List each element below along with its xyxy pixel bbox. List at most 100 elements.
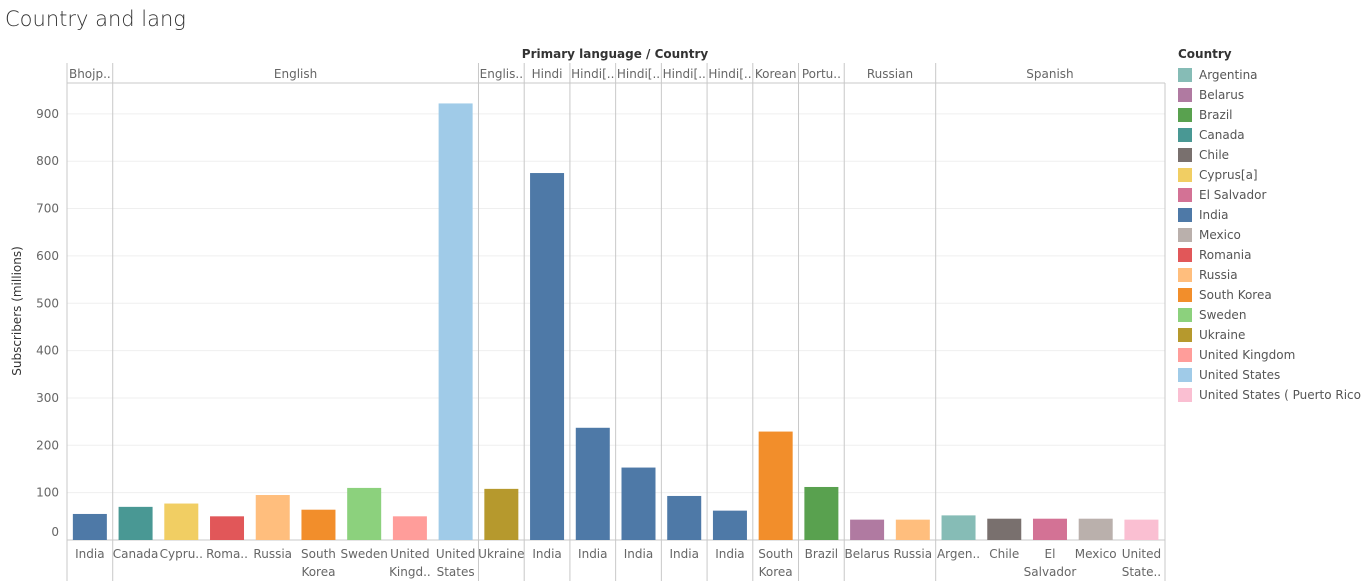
group-header-label: Bhojp.. xyxy=(69,67,111,81)
y-tick-label: 600 xyxy=(36,249,59,263)
legend-item[interactable]: Ukraine xyxy=(1178,325,1361,345)
bar[interactable] xyxy=(530,173,565,540)
legend-label: El Salvador xyxy=(1199,188,1267,202)
x-tick-label: Sweden xyxy=(340,547,387,561)
bar[interactable] xyxy=(118,506,153,540)
bar[interactable] xyxy=(575,427,610,540)
y-tick-label: 900 xyxy=(36,107,59,121)
legend-swatch xyxy=(1178,268,1192,282)
x-tick-label: Canada xyxy=(113,547,159,561)
legend-item[interactable]: United States ( Puerto Rico) xyxy=(1178,385,1361,405)
x-tick-label: United Kingd.. xyxy=(389,547,431,579)
legend-swatch xyxy=(1178,228,1192,242)
legend-item[interactable]: Chile xyxy=(1178,145,1361,165)
bar[interactable] xyxy=(987,518,1022,540)
legend-label: United States xyxy=(1199,368,1281,382)
y-tick-label: 400 xyxy=(36,344,59,358)
legend-swatch xyxy=(1178,168,1192,182)
x-tick-label: Argen.. xyxy=(937,547,980,561)
bar[interactable] xyxy=(895,519,930,540)
bar-chart: Primary language / Country Subscribers (… xyxy=(10,47,1166,581)
legend-swatch xyxy=(1178,188,1192,202)
x-tick-label: Mexico xyxy=(1075,547,1117,561)
legend-title: Country xyxy=(1178,47,1232,61)
group-header-label: Russian xyxy=(867,67,913,81)
bar[interactable] xyxy=(347,487,382,540)
bar[interactable] xyxy=(164,503,199,540)
y-axis-label: Subscribers (millions) xyxy=(10,246,24,376)
legend-item[interactable]: United States xyxy=(1178,365,1361,385)
legend-item[interactable]: Belarus xyxy=(1178,85,1361,105)
group-header-label: Hindi[.. xyxy=(663,67,706,81)
bar[interactable] xyxy=(712,510,747,540)
x-tick-label: India xyxy=(715,547,744,561)
legend-swatch xyxy=(1178,308,1192,322)
legend-label: Cyprus[a] xyxy=(1199,168,1258,182)
bar[interactable] xyxy=(1124,519,1159,540)
legend: Country Argentina Belarus Brazil Canada Chil… xyxy=(1178,47,1361,405)
group-header-label: Spanish xyxy=(1026,67,1073,81)
bar[interactable] xyxy=(804,486,839,540)
x-tick-label: Russia xyxy=(253,547,292,561)
legend-item[interactable]: El Salvador xyxy=(1178,185,1361,205)
legend-item[interactable]: Cyprus[a] xyxy=(1178,165,1361,185)
bar[interactable] xyxy=(1078,518,1113,540)
legend-item[interactable]: Argentina xyxy=(1178,65,1361,85)
legend-label: United Kingdom xyxy=(1199,348,1296,362)
legend-item[interactable]: Russia xyxy=(1178,265,1361,285)
legend-item[interactable]: United Kingdom xyxy=(1178,345,1361,365)
legend-swatch xyxy=(1178,128,1192,142)
legend-item[interactable]: Brazil xyxy=(1178,105,1361,125)
legend-item[interactable]: India xyxy=(1178,205,1361,225)
x-tick-label: India xyxy=(624,547,653,561)
legend-label: Romania xyxy=(1199,248,1252,262)
legend-item[interactable]: South Korea xyxy=(1178,285,1361,305)
legend-label: Canada xyxy=(1199,128,1245,142)
legend-label: Chile xyxy=(1199,148,1230,162)
bar[interactable] xyxy=(667,495,702,540)
x-tick-label: India xyxy=(669,547,698,561)
legend-item[interactable]: Romania xyxy=(1178,245,1361,265)
bar[interactable] xyxy=(438,103,473,541)
group-header-label: Hindi[.. xyxy=(708,67,751,81)
legend-label: Mexico xyxy=(1199,228,1241,242)
x-tick-label: Belarus xyxy=(845,547,890,561)
x-tick-label: Cypru.. xyxy=(160,547,203,561)
group-header-label: Englis.. xyxy=(480,67,523,81)
y-tick-label: 200 xyxy=(36,438,59,452)
page-title: Country and lang xyxy=(5,7,186,31)
legend-label: Russia xyxy=(1199,268,1238,282)
legend-item[interactable]: Canada xyxy=(1178,125,1361,145)
y-tick-label: 500 xyxy=(36,296,59,310)
y-tick-label: 800 xyxy=(36,154,59,168)
x-tick-label: Ukraine xyxy=(478,547,524,561)
bar[interactable] xyxy=(941,515,976,540)
bar[interactable] xyxy=(72,513,107,540)
bar[interactable] xyxy=(621,467,656,540)
legend-label: India xyxy=(1199,208,1229,222)
legend-swatch xyxy=(1178,348,1192,362)
legend-swatch xyxy=(1178,288,1192,302)
bar[interactable] xyxy=(255,495,290,540)
bar[interactable] xyxy=(392,516,427,540)
x-tick-label: South Korea xyxy=(758,547,793,579)
legend-item[interactable]: Mexico xyxy=(1178,225,1361,245)
legend-label: Ukraine xyxy=(1199,328,1246,342)
legend-swatch xyxy=(1178,388,1192,402)
legend-label: Sweden xyxy=(1199,308,1247,322)
bar[interactable] xyxy=(758,431,793,540)
legend-swatch xyxy=(1178,248,1192,262)
bar[interactable] xyxy=(1032,518,1067,540)
x-tick-label: South Korea xyxy=(301,547,336,579)
y-tick-label: 100 xyxy=(36,486,59,500)
legend-label: United States ( Puerto Rico) xyxy=(1199,388,1361,402)
bar[interactable] xyxy=(850,519,885,540)
bar[interactable] xyxy=(301,509,336,540)
bar[interactable] xyxy=(484,488,519,540)
x-tick-label: United State.. xyxy=(1122,547,1161,579)
bar[interactable] xyxy=(210,516,245,540)
x-tick-label: Russia xyxy=(894,547,933,561)
x-tick-label: El Salvador xyxy=(1024,547,1077,579)
legend-item[interactable]: Sweden xyxy=(1178,305,1361,325)
legend-swatch xyxy=(1178,88,1192,102)
